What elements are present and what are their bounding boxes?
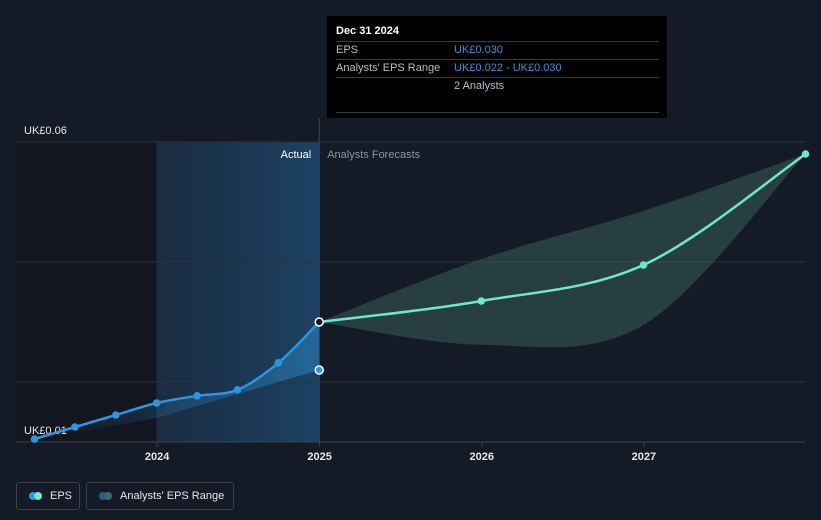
eps-point-0 <box>30 435 39 443</box>
y-axis-max-label: UK£0.06 <box>24 125 67 137</box>
eps-range-low-point <box>314 365 324 375</box>
x-tick-label-2026: 2026 <box>470 451 494 463</box>
actual-region-label: Actual <box>281 149 312 161</box>
eps-point-5 <box>233 386 242 394</box>
tooltip-eps-value: UK£0.030 <box>454 44 503 56</box>
eps-point-3 <box>152 399 161 407</box>
eps-forecast-point-1 <box>639 261 648 269</box>
x-tick-label-2027: 2027 <box>632 451 656 463</box>
legend-range-label: Analysts' EPS Range <box>120 490 225 502</box>
y-axis-min-label: UK£0.01 <box>24 425 67 437</box>
legend-eps-swatch <box>29 492 42 500</box>
eps-range-actual-area <box>74 322 320 433</box>
eps-range-forecast-area <box>319 154 806 348</box>
tooltip-analysts-row: 2 Analysts <box>336 77 659 113</box>
chart-tooltip: Dec 31 2024 EPS UK£0.030 Analysts' EPS R… <box>327 16 667 118</box>
eps-point-7 <box>314 317 324 327</box>
legend-eps[interactable]: EPS <box>16 482 80 510</box>
legend-eps-range[interactable]: Analysts' EPS Range <box>86 482 234 510</box>
legend-eps-label: EPS <box>50 490 73 502</box>
past-background <box>16 142 157 442</box>
eps-point-4 <box>193 392 201 400</box>
tooltip-analysts-count: 2 Analysts <box>454 80 505 92</box>
x-tick-label-2024: 2024 <box>145 451 170 463</box>
eps-point-2 <box>112 411 120 419</box>
tooltip-eps-row: EPS UK£0.030 <box>336 41 659 59</box>
actual-period-highlight <box>156 142 320 442</box>
eps-point-6 <box>274 359 283 367</box>
tooltip-eps-label: EPS <box>336 44 359 56</box>
x-tick-label-2025: 2025 <box>307 451 331 463</box>
eps-forecast-line <box>319 152 807 324</box>
tooltip-range-value: UK£0.022 - UK£0.030 <box>454 62 562 74</box>
eps-point-1 <box>71 423 79 431</box>
forecast-region-label: Analysts Forecasts <box>327 149 420 161</box>
tooltip-date: Dec 31 2024 <box>336 25 399 37</box>
legend-range-swatch <box>99 492 112 500</box>
tooltip-range-label: Analysts' EPS Range <box>336 62 441 74</box>
eps-forecast-point-2 <box>801 150 810 158</box>
eps-forecast-point-0 <box>477 297 486 305</box>
tooltip-range-row: Analysts' EPS Range UK£0.022 - UK£0.030 <box>336 59 659 77</box>
